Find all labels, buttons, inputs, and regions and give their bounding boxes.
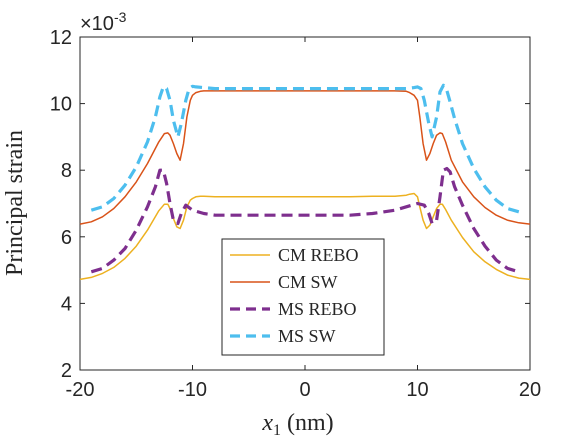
y-tick-label: 2 <box>61 360 72 382</box>
series-line-cm-sw <box>79 90 531 225</box>
tick-labels: -20 -10 0 10 20 2 4 6 8 10 12 <box>50 27 541 401</box>
axes <box>79 36 531 371</box>
x-tick-label: 0 <box>299 379 310 401</box>
y-axis-label: Principal strain <box>2 130 28 276</box>
y-tick-label: 4 <box>61 293 72 315</box>
series-line-ms-sw <box>90 83 520 214</box>
legend-label: MS REBO <box>278 299 357 319</box>
legend: CM REBO CM SW MS REBO MS SW <box>221 238 385 356</box>
legend-label: CM REBO <box>278 245 359 265</box>
legend-label: MS SW <box>278 326 336 346</box>
x-tick-label: 20 <box>519 379 541 401</box>
y-tick-label: 12 <box>50 27 72 49</box>
series-line-ms-rebo <box>90 166 520 274</box>
y-scale-factor: ×10-3 <box>80 9 127 35</box>
legend-label: CM SW <box>278 272 338 292</box>
y-tick-label: 8 <box>61 160 72 182</box>
x-tick-label: 10 <box>406 379 428 401</box>
y-tick-label: 6 <box>61 227 72 249</box>
x-tick-label: -20 <box>66 379 95 401</box>
series-layer <box>79 83 531 281</box>
series-line-cm-rebo <box>79 192 531 281</box>
x-tick-label: -10 <box>178 379 207 401</box>
x-axis-label: x1 (nm) <box>261 410 333 439</box>
y-tick-label: 10 <box>50 94 72 116</box>
